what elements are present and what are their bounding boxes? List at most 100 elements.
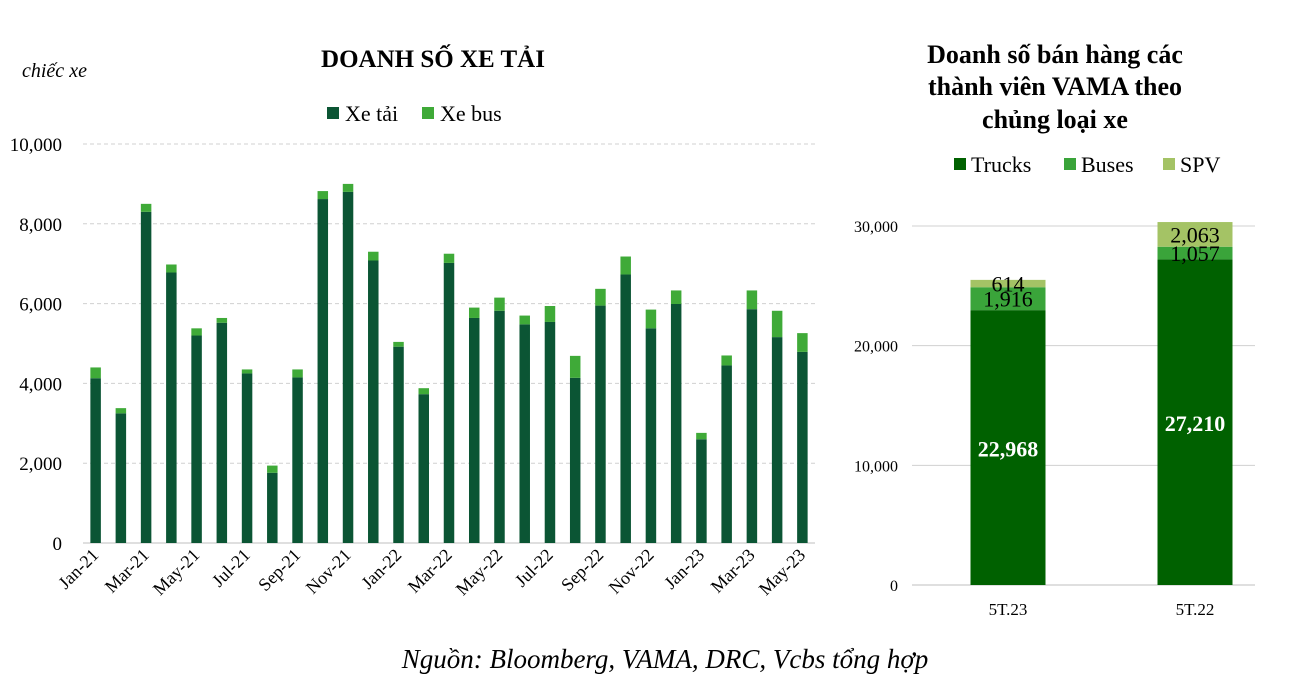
bar-xe-bus	[746, 290, 758, 310]
bar-xe-bus	[696, 432, 707, 440]
x-tick-label: Jul-21	[208, 545, 254, 591]
x-tick-label: May-21	[149, 545, 203, 599]
y-tick-label: 8,000	[19, 215, 62, 236]
bar-xe-bus	[797, 333, 808, 352]
x-tick-label: Jul-22	[511, 545, 557, 591]
bar-xe-bus	[368, 251, 379, 261]
data-label-trucks: 22,968	[978, 437, 1039, 462]
bar-xe-bus	[670, 290, 682, 304]
bar-buses	[970, 287, 1046, 311]
bar-xe-bus	[595, 288, 606, 306]
bar-xe-tai	[746, 309, 758, 543]
legend-swatch	[954, 158, 966, 170]
y-tick-label: 0	[890, 578, 898, 595]
x-tick-label: 5T.23	[989, 600, 1028, 619]
bar-xe-bus	[191, 328, 202, 336]
bar-xe-bus	[645, 309, 657, 329]
chart-title-line-3: chủng loại xe	[982, 105, 1128, 134]
y-tick-label: 4,000	[19, 374, 62, 395]
bar-xe-tai	[569, 377, 581, 543]
bar-xe-tai	[721, 365, 732, 543]
y-tick-label: 10,000	[10, 135, 62, 156]
legend: Trucks Buses SPV	[954, 152, 1220, 177]
x-tick-label: Jan-23	[660, 545, 708, 593]
bar-xe-bus	[267, 465, 278, 473]
chart-title-line-2: thành viên VAMA theo	[928, 72, 1182, 101]
bar-xe-bus	[317, 191, 329, 200]
legend-swatch	[1163, 158, 1175, 170]
bar-xe-bus	[569, 355, 581, 378]
x-tick-label: Nov-22	[605, 545, 658, 598]
bar-xe-tai	[771, 337, 783, 543]
bar-xe-tai	[342, 191, 354, 543]
bar-xe-bus	[115, 408, 127, 414]
bar-xe-tai	[191, 335, 202, 543]
bar-xe-tai	[797, 351, 808, 543]
bar-xe-bus	[418, 388, 430, 395]
x-tick-label: Nov-21	[302, 545, 355, 598]
bar-xe-bus	[90, 367, 101, 379]
data-label-spv: 614	[992, 272, 1025, 297]
source-note: Nguồn: Bloomberg, VAMA, DRC, Vcbs tổng h…	[401, 644, 929, 674]
data-label-spv: 2,063	[1170, 222, 1220, 247]
data-label-buses: 1,916	[983, 287, 1033, 312]
bar-xe-bus	[494, 297, 505, 311]
bar-xe-tai	[494, 310, 505, 543]
bar-buses	[1157, 246, 1233, 260]
bar-xe-bus	[721, 355, 732, 366]
bar-xe-bus	[292, 369, 303, 378]
bar-xe-bus	[241, 369, 253, 374]
x-tick-label: 5T.22	[1176, 600, 1215, 619]
y-axis-unit-label: chiếc xe	[22, 60, 87, 82]
bar-xe-bus	[519, 315, 530, 325]
bar-xe-tai	[292, 377, 303, 543]
x-tick-label: Sep-22	[557, 545, 607, 595]
truck-sales-chart: chiếc xe DOANH SỐ XE TẢI Xe tải Xe bus 0 2…	[10, 44, 815, 599]
bar-xe-tai	[317, 199, 329, 543]
bar-xe-tai	[267, 472, 278, 543]
bar-trucks	[1157, 259, 1233, 585]
bar-xe-tai	[595, 305, 606, 543]
bar-xe-tai	[241, 373, 253, 543]
y-tick-label: 2,000	[19, 454, 62, 475]
y-tick-label: 20,000	[854, 339, 898, 356]
bar-xe-bus	[140, 203, 152, 212]
bar-xe-bus	[620, 256, 631, 275]
bar-xe-tai	[393, 346, 404, 543]
bar-spv	[1157, 222, 1233, 247]
data-label-trucks: 27,210	[1165, 411, 1226, 436]
legend: Xe tải Xe bus	[327, 101, 502, 126]
bar-xe-tai	[115, 413, 127, 543]
y-tick-label: 6,000	[19, 295, 62, 316]
bar-xe-tai	[443, 262, 455, 543]
bar-xe-tai	[166, 272, 177, 543]
bar-xe-tai	[544, 321, 556, 543]
x-tick-label: Sep-21	[254, 545, 304, 595]
bar-xe-tai	[368, 260, 379, 543]
legend-swatch	[327, 107, 339, 119]
chart-title: DOANH SỐ XE TẢI	[321, 44, 545, 73]
legend-label: SPV	[1180, 152, 1220, 177]
y-axis-ticks: 0 2,000 4,000 6,000 8,000 10,000	[10, 135, 62, 555]
legend-label: Xe bus	[440, 101, 502, 126]
bar-xe-bus	[166, 264, 177, 273]
data-label-buses: 1,057	[1170, 241, 1220, 266]
bar-xe-tai	[140, 211, 152, 543]
bar-xe-bus	[468, 307, 480, 318]
x-tick-label: Mar-22	[404, 545, 456, 597]
legend-label: Buses	[1081, 152, 1134, 177]
bar-trucks	[970, 310, 1046, 585]
bar-xe-tai	[645, 328, 657, 543]
bar-xe-tai	[620, 274, 631, 543]
x-tick-label: Mar-23	[707, 545, 759, 597]
x-tick-label: May-22	[452, 545, 506, 599]
legend-label: Trucks	[971, 152, 1031, 177]
bars	[90, 183, 808, 543]
bar-xe-bus	[771, 310, 783, 338]
bar-xe-bus	[216, 317, 228, 323]
y-tick-label: 10,000	[854, 458, 898, 475]
bar-spv	[970, 279, 1046, 288]
bar-xe-bus	[443, 253, 455, 263]
